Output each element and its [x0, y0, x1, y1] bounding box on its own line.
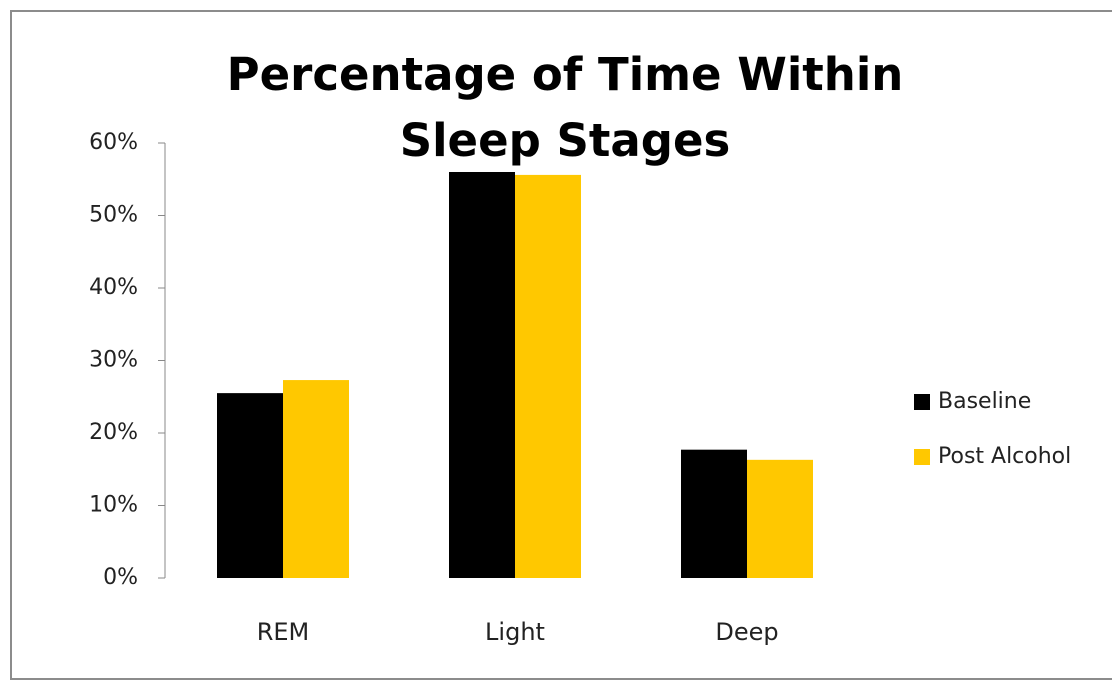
y-tick-label: 50%	[89, 203, 138, 228]
x-tick-label: Light	[485, 618, 545, 646]
bar	[217, 393, 283, 578]
legend-swatch	[914, 449, 930, 465]
legend-swatch	[914, 394, 930, 410]
bar	[747, 459, 813, 578]
bar	[283, 380, 349, 578]
chart-title: Percentage of Time Within Sleep Stages	[226, 48, 904, 167]
y-tick-label: 0%	[103, 565, 138, 590]
y-tick-label: 30%	[89, 348, 138, 373]
x-tick-label: REM	[257, 618, 310, 646]
y-tick-label: 40%	[89, 275, 138, 300]
bar	[515, 174, 581, 578]
y-tick-label: 10%	[89, 493, 138, 518]
bar	[681, 449, 747, 578]
y-tick-label: 60%	[89, 130, 138, 155]
bar	[449, 172, 515, 578]
y-tick-label: 20%	[89, 420, 138, 445]
legend-label: Post Alcohol	[938, 444, 1071, 469]
x-tick-label: Deep	[715, 618, 778, 646]
legend-label: Baseline	[938, 389, 1031, 414]
